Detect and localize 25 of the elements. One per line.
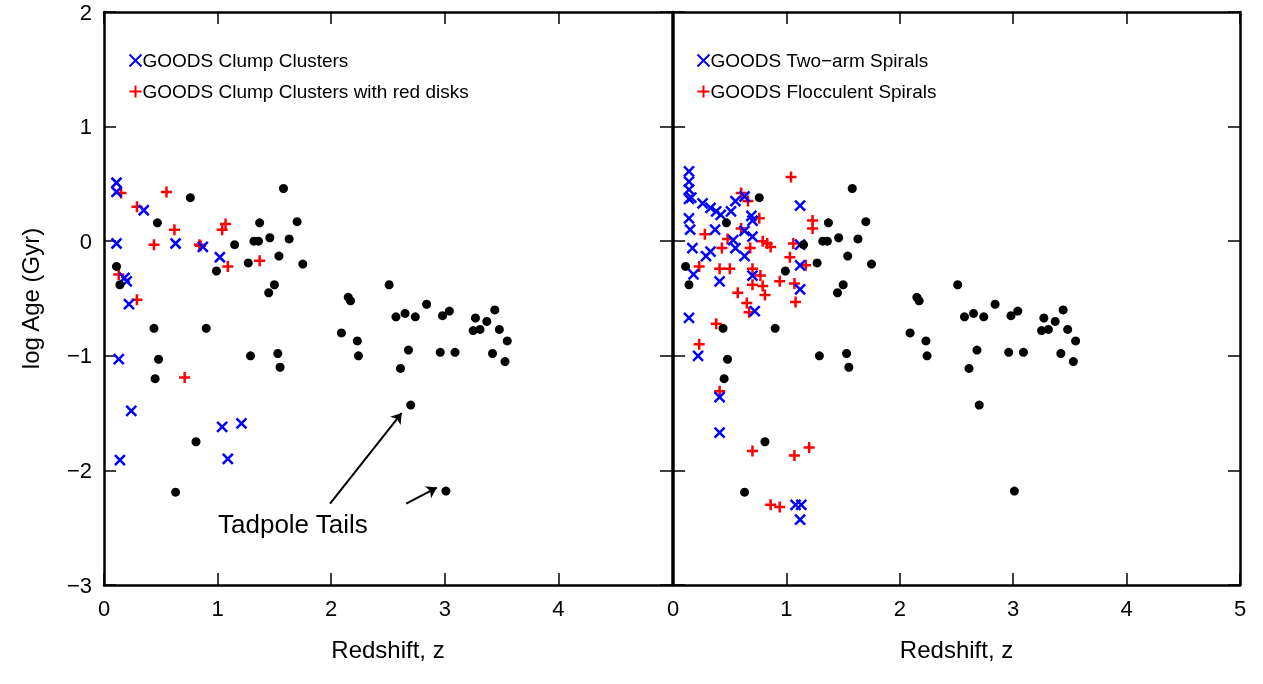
x-tick-label: 2 (893, 595, 906, 621)
y-tick-label: −2 (66, 457, 92, 483)
legend-label: GOODS Clump Clusters with red disks (142, 81, 469, 102)
x-tick-label: 4 (1120, 595, 1133, 621)
y-tick-label: 0 (79, 228, 92, 254)
legend-label: GOODS Clump Clusters (142, 50, 349, 71)
y-tick-label: 2 (79, 0, 92, 25)
x-tick-label: 2 (325, 595, 338, 621)
y-tick-label: 1 (79, 114, 92, 140)
x-axis-title: Redshift, z (899, 635, 1014, 663)
x-tick-label: 1 (211, 595, 224, 621)
x-tick-label: 0 (97, 595, 111, 621)
legend-label: GOODS Flocculent Spirals (710, 81, 937, 102)
y-axis-title: log Age (Gyr) (16, 227, 44, 370)
x-tick-label: 3 (438, 595, 451, 621)
y-tick-label: −3 (66, 572, 92, 598)
annotation: Tadpole Tails (218, 509, 368, 539)
x-tick-label: 3 (1007, 595, 1020, 621)
x-tick-label: 4 (552, 595, 565, 621)
x-tick-label: 5 (1233, 595, 1247, 621)
x-axis-title: Redshift, z (331, 635, 445, 663)
y-tick-label: −1 (66, 343, 92, 369)
x-tick-label: 0 (666, 595, 680, 621)
legend-label: GOODS Two−arm Spirals (710, 50, 929, 71)
x-tick-label: 1 (780, 595, 793, 621)
